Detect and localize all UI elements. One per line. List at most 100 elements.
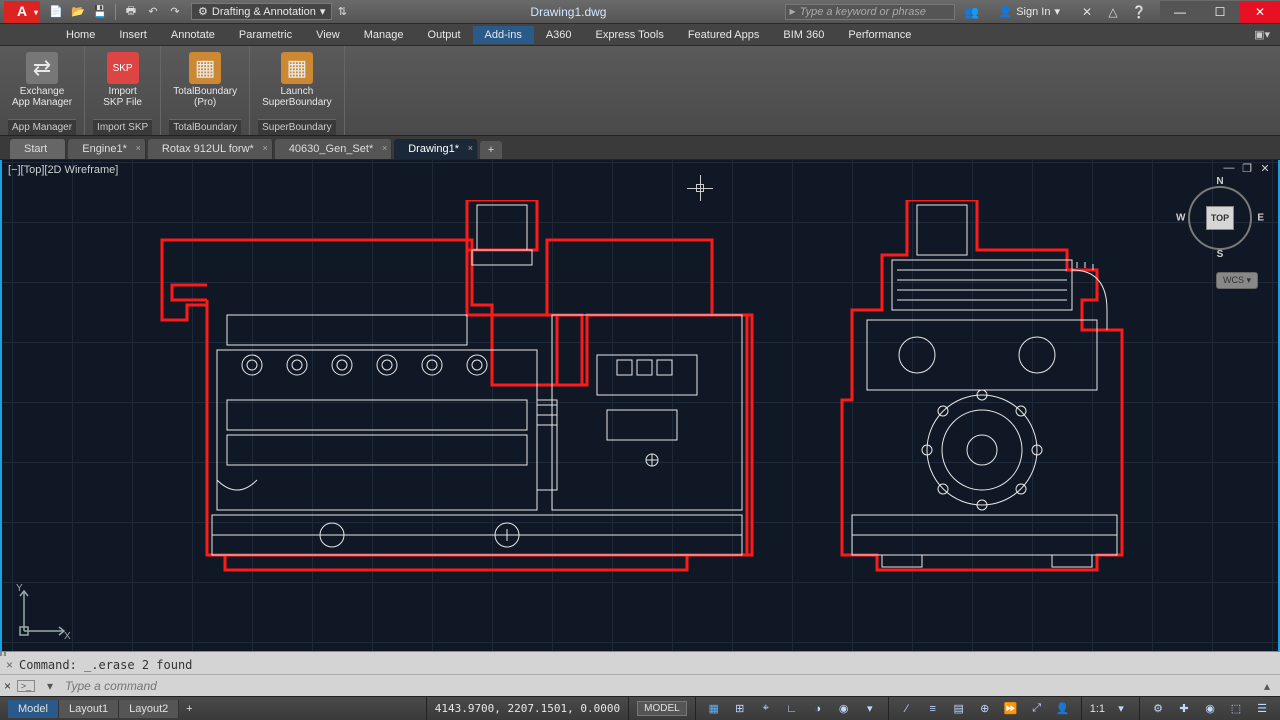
tab-view[interactable]: View <box>304 26 352 44</box>
doctab-genset[interactable]: 40630_Gen_Set*× <box>275 139 392 159</box>
vp-restore-icon[interactable]: ❐ <box>1240 162 1254 176</box>
command-prompt-icon[interactable]: >_ <box>17 680 35 692</box>
panel-totalboundary: ▦ TotalBoundary (Pro) TotalBoundary <box>161 46 250 135</box>
workspace-switch-icon[interactable]: ◉ <box>1200 699 1220 719</box>
tab-express-tools[interactable]: Express Tools <box>584 26 676 44</box>
tab-a360[interactable]: A360 <box>534 26 584 44</box>
lineweight-icon[interactable]: ∕ <box>897 699 917 719</box>
isoplane-icon[interactable]: ◑ <box>808 699 828 719</box>
gear-icon[interactable]: ⚙ <box>1148 699 1168 719</box>
layout-tab-layout1[interactable]: Layout1 <box>59 700 119 718</box>
qat-new-icon[interactable]: 📄 <box>46 3 66 21</box>
ucs-icon[interactable]: X Y <box>14 581 74 641</box>
tab-home[interactable]: Home <box>54 26 107 44</box>
vp-close-icon[interactable]: ✕ <box>1258 162 1272 176</box>
exchange-icon[interactable]: ✕ <box>1078 3 1096 21</box>
tab-manage[interactable]: Manage <box>352 26 416 44</box>
viewcube-face[interactable]: TOP <box>1206 206 1234 230</box>
app-menu-button[interactable]: A <box>4 1 40 23</box>
annotation-scale[interactable]: 1:1 <box>1090 703 1105 715</box>
tab-insert[interactable]: Insert <box>107 26 159 44</box>
signin-button[interactable]: 👤 Sign In ▾ <box>989 5 1070 18</box>
workspace-more-icon[interactable]: ⇅ <box>332 3 352 21</box>
qat-redo-icon[interactable]: ↷ <box>165 3 185 21</box>
minimize-button[interactable]: — <box>1160 1 1200 23</box>
boundary-icon: ▦ <box>281 52 313 84</box>
layout-tab-layout2[interactable]: Layout2 <box>119 700 179 718</box>
doctab-start[interactable]: Start <box>10 139 66 159</box>
selection-filter-icon[interactable]: ⤢ <box>1027 699 1047 719</box>
tab-addins[interactable]: Add-ins <box>473 26 534 44</box>
viewport-label[interactable]: [−][Top][2D Wireframe] <box>8 164 118 176</box>
tab-output[interactable]: Output <box>416 26 473 44</box>
new-tab-button[interactable]: + <box>480 141 502 159</box>
infocenter-search[interactable]: Type a keyword or phrase <box>785 4 955 20</box>
window-controls: — ☐ ✕ <box>1160 1 1280 23</box>
viewcube-north[interactable]: N <box>1216 176 1223 187</box>
panel-title: App Manager <box>8 119 76 135</box>
snap-toggle-icon[interactable]: ⊞ <box>730 699 750 719</box>
close-icon[interactable]: × <box>468 143 473 153</box>
skp-icon: SKP <box>107 52 139 84</box>
command-recent-icon[interactable]: ▴ <box>1258 679 1276 693</box>
customize-icon[interactable]: ☰ <box>1252 699 1272 719</box>
chevron-down-icon[interactable]: ▾ <box>41 679 59 693</box>
status-modelspace[interactable]: MODEL <box>628 697 695 720</box>
doctab-engine1[interactable]: Engine1*× <box>68 139 146 159</box>
viewcube-south[interactable]: S <box>1217 249 1224 260</box>
gizmo-icon[interactable]: 👤 <box>1053 699 1073 719</box>
status-coordinates[interactable]: 4143.9700, 2207.1501, 0.0000 <box>426 697 628 720</box>
close-icon[interactable]: × <box>382 143 387 153</box>
qat-print-icon[interactable]: 🖶 <box>121 3 141 21</box>
qat-save-icon[interactable]: 💾 <box>90 3 110 21</box>
tab-featured-apps[interactable]: Featured Apps <box>676 26 772 44</box>
exchange-app-manager-button[interactable]: ⇄ Exchange App Manager <box>8 50 76 110</box>
layout-tab-model[interactable]: Model <box>8 700 59 718</box>
totalboundary-button[interactable]: ▦ TotalBoundary (Pro) <box>169 50 241 110</box>
transparency-icon[interactable]: ≡ <box>923 699 943 719</box>
ortho-toggle-icon[interactable]: ⌖ <box>756 699 776 719</box>
polar-toggle-icon[interactable]: ∟ <box>782 699 802 719</box>
ribbon-collapse-icon[interactable]: ▣▾ <box>1254 28 1280 41</box>
tab-performance[interactable]: Performance <box>836 26 923 44</box>
close-button[interactable]: ✕ <box>1240 1 1280 23</box>
close-icon[interactable]: × <box>4 679 11 693</box>
a360-icon[interactable]: △ <box>1104 3 1122 21</box>
doctab-drawing1[interactable]: Drawing1*× <box>394 139 478 159</box>
close-icon[interactable]: × <box>6 658 13 672</box>
tab-bim360[interactable]: BIM 360 <box>771 26 836 44</box>
add-scale-icon[interactable]: ✚ <box>1174 699 1194 719</box>
ribbon: ⇄ Exchange App Manager App Manager SKP I… <box>0 46 1280 136</box>
dynamic-ucs-icon[interactable]: ⏩ <box>1001 699 1021 719</box>
selection-cycling-icon[interactable]: ▤ <box>949 699 969 719</box>
import-skp-button[interactable]: SKP Import SKP File <box>99 50 146 110</box>
add-layout-button[interactable]: + <box>179 703 199 715</box>
close-icon[interactable]: × <box>136 143 141 153</box>
viewcube-east[interactable]: E <box>1257 213 1264 224</box>
wcs-dropdown[interactable]: WCS ▾ <box>1216 272 1258 289</box>
tab-parametric[interactable]: Parametric <box>227 26 304 44</box>
qat-undo-icon[interactable]: ↶ <box>143 3 163 21</box>
command-input[interactable] <box>65 679 1252 693</box>
titlebar: A 📄 📂 💾 🖶 ↶ ↷ ⚙ Drafting & Annotation ▾ … <box>0 0 1280 24</box>
chevron-down-icon[interactable]: ▾ <box>1111 699 1131 719</box>
qat-open-icon[interactable]: 📂 <box>68 3 88 21</box>
drawing-canvas[interactable]: [−][Top][2D Wireframe] — ❐ ✕ <box>0 160 1280 651</box>
status-spacer <box>199 697 425 720</box>
grid-toggle-icon[interactable]: ▦ <box>704 699 724 719</box>
vp-minimize-icon[interactable]: — <box>1222 162 1236 176</box>
superboundary-button[interactable]: ▦ Launch SuperBoundary <box>258 50 336 110</box>
viewcube[interactable]: TOP N S E W <box>1180 178 1260 258</box>
viewcube-west[interactable]: W <box>1176 213 1185 224</box>
maximize-button[interactable]: ☐ <box>1200 1 1240 23</box>
annotation-monitor-icon[interactable]: ⬚ <box>1226 699 1246 719</box>
osnap-toggle-icon[interactable]: ◉ <box>834 699 854 719</box>
chevron-down-icon[interactable]: ▾ <box>860 699 880 719</box>
3dosnap-icon[interactable]: ⊕ <box>975 699 995 719</box>
doctab-rotax[interactable]: Rotax 912UL forw*× <box>148 139 273 159</box>
close-icon[interactable]: × <box>263 143 268 153</box>
workspace-dropdown[interactable]: ⚙ Drafting & Annotation ▾ <box>191 3 332 20</box>
help-icon[interactable]: ❔ <box>1130 3 1148 21</box>
tab-annotate[interactable]: Annotate <box>159 26 227 44</box>
search-icon[interactable]: 👥 <box>963 3 981 21</box>
